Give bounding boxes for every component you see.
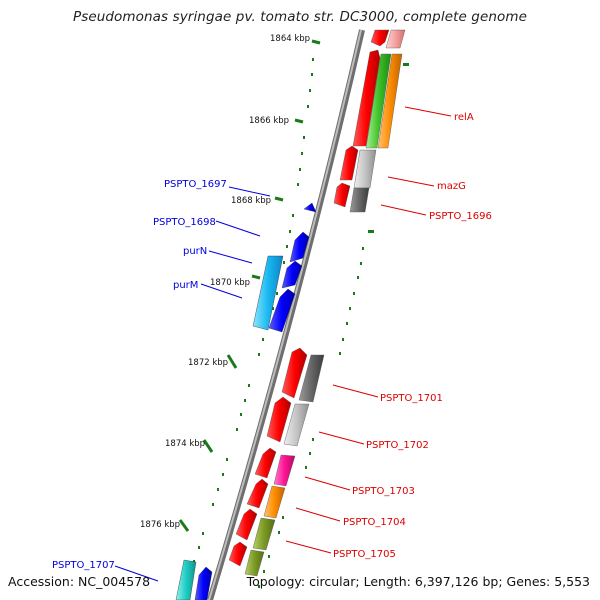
- gene-block: [385, 29, 406, 49]
- gene-block: [252, 517, 276, 551]
- gene-label: PSPTO_1702: [366, 440, 429, 451]
- gene-block: [263, 485, 286, 519]
- gene-label: PSPTO_1698: [153, 217, 216, 228]
- gene-label: PSPTO_1704: [343, 517, 406, 528]
- gene-label: PSPTO_1701: [380, 393, 443, 404]
- gene-block: [273, 454, 296, 487]
- gene-block: [252, 255, 284, 331]
- gene-arrow: [266, 396, 292, 443]
- tick-label: 1868 kbp: [231, 196, 271, 206]
- reverse-label-lines: [114, 186, 271, 582]
- outer-scale: [193, 58, 314, 563]
- gene-label: purM: [173, 280, 198, 291]
- gene-arrow: [194, 566, 213, 600]
- forward-label-lines: [285, 106, 452, 554]
- map-title: Pseudomonas syringae pv. tomato str. DC3…: [72, 9, 528, 25]
- tick-label: 1866 kbp: [249, 116, 289, 126]
- major-ticks: [178, 39, 321, 532]
- backbone-highlight: [208, 29, 362, 600]
- gene-label: PSPTO_1697: [164, 179, 227, 190]
- gene-block: [283, 403, 310, 447]
- gene-block: [298, 354, 325, 403]
- gene-arrow: [281, 260, 303, 289]
- gene-block: [377, 53, 403, 149]
- gene-block: [353, 149, 377, 189]
- gene-arrow: [235, 508, 258, 541]
- gene-arrow: [268, 288, 296, 333]
- gene-label: purN: [183, 246, 207, 257]
- gene-arrow: [370, 29, 390, 47]
- gene-label: relA: [454, 112, 474, 123]
- gene-arrow: [246, 478, 269, 509]
- gene-arrow: [281, 347, 308, 399]
- gene-block: [244, 549, 265, 577]
- gene-arrow: [352, 49, 381, 147]
- gene-arrow: [333, 182, 351, 208]
- gene-label: PSPTO_1696: [429, 211, 492, 222]
- tick-label: 1870 kbp: [210, 278, 250, 288]
- gene-arrow: [228, 541, 248, 567]
- forward-genes: [228, 29, 406, 577]
- reverse-genes: [175, 202, 317, 600]
- gene-label: mazG: [437, 181, 466, 192]
- tick-label: 1876 kbp: [140, 520, 180, 530]
- gene-block: [175, 559, 197, 600]
- inner-scale: [258, 63, 409, 588]
- gene-label: PSPTO_1707: [52, 560, 115, 571]
- gene-arrow: [254, 447, 277, 479]
- accession-info: Accession: NC_004578: [8, 574, 151, 589]
- gene-arrow: [339, 145, 359, 181]
- gene-arrow: [289, 231, 310, 263]
- gene-block: [365, 53, 392, 149]
- gene-label: PSPTO_1703: [352, 486, 415, 497]
- tick-label: 1864 kbp: [270, 34, 310, 44]
- gene-arrow: [303, 202, 317, 213]
- gene-block: [349, 187, 370, 213]
- tick-label: 1874 kbp: [165, 439, 205, 449]
- gene-label: PSPTO_1705: [333, 549, 396, 560]
- tick-label: 1872 kbp: [188, 358, 228, 368]
- topology-info: Topology: circular; Length: 6,397,126 bp…: [246, 574, 590, 589]
